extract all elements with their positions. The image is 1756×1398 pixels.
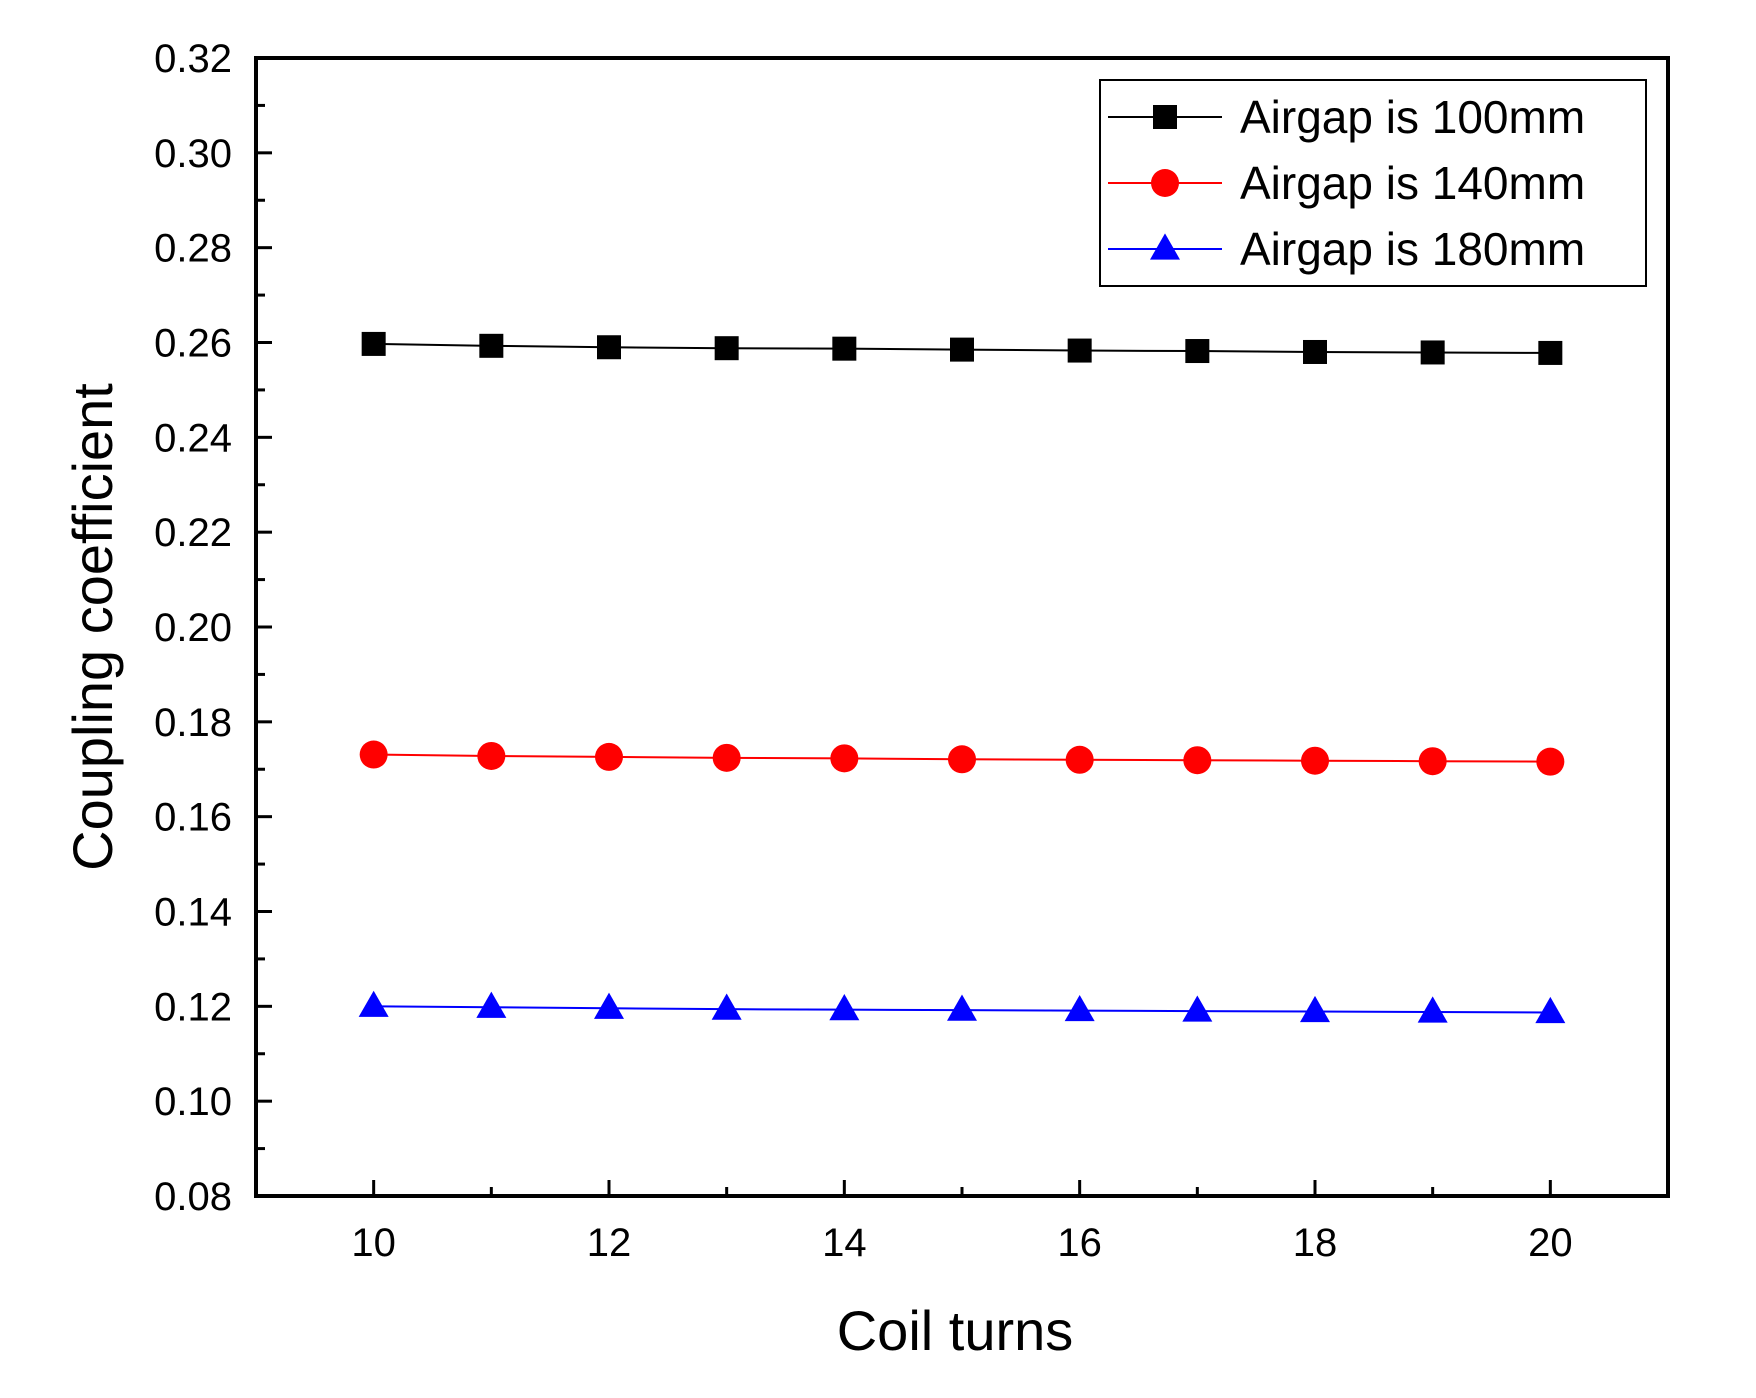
triangle-marker (947, 994, 977, 1021)
series-layer (358, 331, 1566, 1024)
circle-marker (1065, 745, 1094, 774)
triangle-marker (594, 992, 624, 1019)
square-marker (950, 337, 974, 362)
square-marker (1420, 340, 1445, 365)
y-tick-label: 0.20 (154, 606, 232, 650)
circle-marker (1418, 747, 1447, 776)
y-tick-label: 0.08 (154, 1175, 232, 1219)
y-tick-label: 0.30 (154, 132, 232, 176)
series-3 (358, 990, 1566, 1024)
legend-label: Airgap is 100mm (1240, 91, 1585, 143)
square-marker (1067, 338, 1092, 363)
circle-marker (1151, 169, 1179, 197)
circle-marker (359, 740, 388, 769)
square-marker (714, 336, 739, 361)
x-tick-label: 20 (1528, 1221, 1573, 1265)
square-marker (1153, 105, 1177, 129)
circle-marker (1183, 746, 1212, 775)
triangle-marker (1417, 996, 1448, 1023)
triangle-marker (1150, 233, 1180, 260)
triangle-marker (1300, 995, 1330, 1023)
y-tick-label: 0.16 (154, 796, 232, 840)
circle-marker (830, 744, 859, 773)
triangle-marker (711, 993, 742, 1020)
y-tick-label: 0.26 (154, 322, 232, 366)
legend-entry: Airgap is 100mm (1108, 91, 1585, 143)
y-tick-label: 0.14 (154, 891, 232, 935)
series-2 (359, 740, 1565, 776)
square-marker (832, 336, 857, 361)
y-tick-label: 0.18 (154, 701, 232, 745)
triangle-marker (829, 994, 860, 1021)
triangle-marker (1182, 995, 1213, 1022)
y-axis-title: Coupling coefficient (61, 383, 124, 871)
x-axis: 10 12 14 16 18 20 (254, 1180, 1670, 1265)
y-tick-label: 0.28 (154, 227, 232, 271)
y-tick-label: 0.22 (154, 511, 232, 555)
circle-marker (1536, 747, 1565, 776)
series-1 (361, 331, 1563, 365)
triangle-marker (1535, 996, 1566, 1024)
x-tick-label: 12 (587, 1221, 632, 1265)
legend-entry: Airgap is 180mm (1108, 223, 1585, 275)
circle-marker (595, 742, 623, 771)
triangle-marker (476, 991, 507, 1018)
legend-entry: Airgap is 140mm (1108, 157, 1585, 209)
triangle-marker (1064, 994, 1095, 1022)
circle-marker (477, 741, 506, 770)
square-marker (1185, 339, 1210, 364)
legend: Airgap is 100mm Airgap is 140mm Airgap is … (1099, 79, 1647, 287)
x-tick-label: 18 (1293, 1221, 1338, 1265)
triangle-marker (358, 990, 389, 1017)
square-marker (479, 333, 504, 358)
square-marker (1538, 340, 1563, 365)
y-tick-label: 0.32 (154, 37, 232, 81)
x-tick-label: 10 (351, 1221, 396, 1265)
y-tick-label: 0.24 (154, 416, 232, 460)
x-tick-label: 16 (1057, 1221, 1102, 1265)
y-tick-label: 0.12 (154, 985, 232, 1029)
x-axis-title: Coil turns (837, 1299, 1074, 1362)
square-marker (361, 331, 386, 356)
x-tick-label: 14 (822, 1221, 867, 1265)
legend-label: Airgap is 140mm (1240, 157, 1585, 209)
y-axis: 0.08 0.10 0.12 0.14 0.16 0.18 0.20 0.22 0.24 0.26… (154, 37, 272, 1219)
square-marker (597, 335, 621, 360)
y-tick-label: 0.10 (154, 1080, 232, 1124)
circle-marker (1301, 746, 1329, 775)
circle-marker (948, 745, 976, 774)
circle-marker (712, 743, 741, 772)
square-marker (1303, 339, 1327, 364)
legend-label: Airgap is 180mm (1240, 223, 1585, 275)
